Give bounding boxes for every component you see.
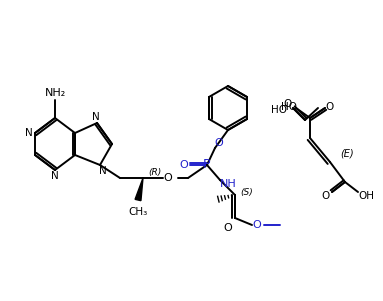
Text: N: N [99, 166, 107, 176]
Text: O: O [164, 173, 172, 183]
Text: N: N [51, 171, 59, 181]
Text: N: N [92, 112, 100, 122]
Text: HO: HO [271, 105, 287, 115]
Text: O: O [180, 160, 188, 170]
Text: O: O [253, 220, 261, 230]
Text: NH₂: NH₂ [44, 88, 65, 98]
Polygon shape [135, 178, 143, 201]
Text: (R): (R) [148, 169, 162, 178]
Text: HO: HO [281, 102, 297, 112]
Text: NH: NH [219, 179, 236, 189]
Text: O: O [214, 138, 223, 148]
Text: O: O [224, 223, 232, 233]
Text: CH₃: CH₃ [128, 207, 147, 217]
Text: OH: OH [358, 191, 374, 201]
Text: P: P [203, 159, 211, 172]
Text: (S): (S) [241, 188, 254, 197]
Text: O: O [325, 102, 333, 112]
Text: O: O [284, 99, 292, 109]
Text: N: N [25, 128, 33, 138]
Text: (E): (E) [340, 148, 354, 158]
Text: O: O [322, 191, 330, 201]
